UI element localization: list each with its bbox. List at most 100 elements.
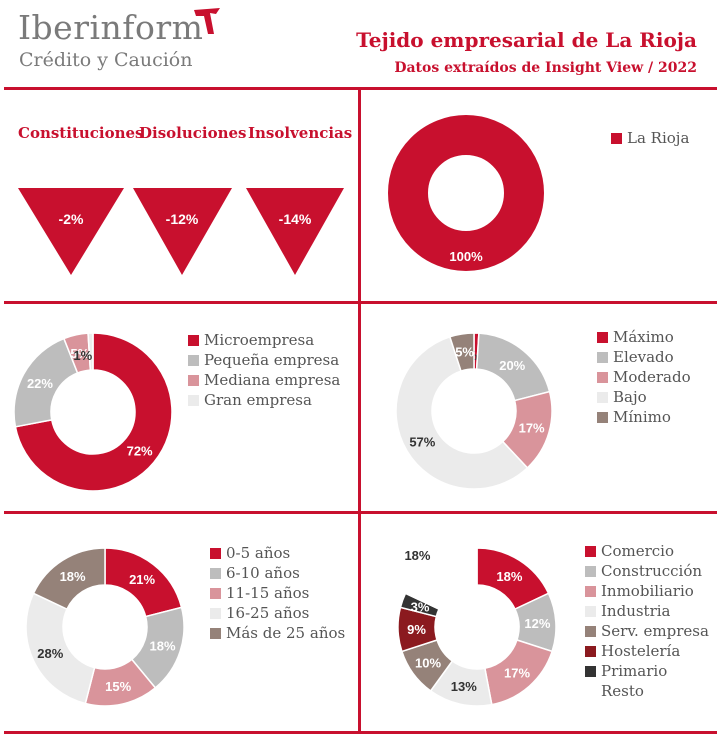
- kpi-value-constituciones: -2%: [59, 211, 84, 227]
- legend-swatch: [188, 334, 199, 346]
- slice-label-11-15-anos: 15%: [105, 679, 131, 694]
- legend-label: Inmobiliario: [601, 582, 694, 600]
- legend-swatch: [210, 627, 221, 639]
- legend-item-mediana-empresa: Mediana empresa: [188, 370, 340, 390]
- legend-swatch: [585, 565, 596, 577]
- grid-divider-vertical: [358, 90, 361, 731]
- legend-item-la-rioja: La Rioja: [611, 128, 689, 148]
- legend-swatch: [597, 411, 608, 423]
- legend-item-0-5-anos: 0-5 años: [210, 543, 345, 563]
- kpi-label-insolvencias: Insolvencias: [248, 124, 353, 142]
- legend-label: Industria: [601, 602, 671, 620]
- slice-gran-empresa: [87, 332, 94, 371]
- legend-item-comercio: Comercio: [585, 541, 709, 561]
- slice-label-serv-empresa: 10%: [415, 656, 441, 671]
- legend-swatch: [210, 567, 221, 579]
- sector-legend: Comercio Construcción Inmobiliario Industri…: [585, 541, 709, 701]
- legend-swatch: [597, 351, 608, 363]
- slice-label-gran-empresa: 1%: [73, 348, 92, 363]
- grid-divider-top: [4, 87, 717, 90]
- legend-swatch: [210, 587, 221, 599]
- slice-16-25-anos: [25, 592, 96, 705]
- legend-label: 16-25 años: [226, 604, 310, 622]
- legend-label: 0-5 años: [226, 544, 291, 562]
- company-size-legend: Microempresa Pequeña empresa Mediana empre…: [188, 330, 340, 410]
- legend-label: Resto: [601, 682, 644, 700]
- kpi-label-constituciones: Constituciones: [18, 124, 144, 142]
- legend-label: La Rioja: [627, 129, 690, 147]
- slice-label-elevado: 20%: [499, 358, 525, 373]
- slice-label-la-rioja: 100%: [449, 249, 483, 264]
- legend-swatch: [188, 394, 199, 406]
- legend-swatch: [585, 625, 596, 637]
- kpi-triangles: -2% -12% -14%: [18, 188, 344, 275]
- legend-label: Hostelería: [601, 642, 681, 660]
- slice-mas-de-25-anos: [32, 547, 106, 611]
- legend-item-inmobiliario: Inmobiliario: [585, 581, 709, 601]
- slice-label-resto: 18%: [404, 548, 430, 563]
- slice-label-mas-de-25-anos: 18%: [60, 569, 86, 584]
- logo-tagline: Crédito y Caución: [19, 49, 193, 71]
- legend-swatch: [585, 685, 596, 697]
- kpi-value-disoluciones: -12%: [166, 211, 199, 227]
- legend-label: 6-10 años: [226, 564, 300, 582]
- company-age-legend: 0-5 años 6-10 años 11-15 años 16-25 años Más…: [210, 543, 345, 643]
- legend-item-bajo: Bajo: [597, 387, 691, 407]
- legend-item-hosteleria: Hostelería: [585, 641, 709, 661]
- legend-swatch: [188, 374, 199, 386]
- legend-swatch: [611, 132, 622, 144]
- legend-item-11-15-anos: 11-15 años: [210, 583, 345, 603]
- legend-label: Máximo: [613, 328, 674, 346]
- slice-label-comercio: 18%: [496, 569, 522, 584]
- slice-resto: [404, 547, 478, 611]
- legend-swatch: [210, 607, 221, 619]
- slice-label-pequena-empresa: 22%: [27, 376, 53, 391]
- grid-divider-bottom: [4, 731, 717, 734]
- slice-label-0-5-anos: 21%: [129, 572, 155, 587]
- slice-label-hosteleria: 9%: [407, 622, 426, 637]
- legend-item-maximo: Máximo: [597, 327, 691, 347]
- legend-swatch: [188, 354, 199, 366]
- legend-swatch: [597, 391, 608, 403]
- slice-label-mediana-empresa: 5%: [70, 346, 89, 361]
- legend-label: Construcción: [601, 562, 703, 580]
- legend-item-minimo: Mínimo: [597, 407, 691, 427]
- kpi-triangle-constituciones: -2%: [18, 188, 124, 275]
- slice-la-rioja: [388, 115, 544, 271]
- legend-label: Mediana empresa: [204, 371, 341, 389]
- legend-label: Mínimo: [613, 408, 671, 426]
- kpi-value-insolvencias: -14%: [279, 211, 312, 227]
- legend-swatch: [585, 545, 596, 557]
- legend-swatch: [585, 665, 596, 677]
- logo-arrow-icon: [194, 8, 220, 34]
- legend-swatch: [585, 585, 596, 597]
- kpi-label-disoluciones: Disoluciones: [139, 124, 247, 142]
- legend-swatch: [597, 371, 608, 383]
- legend-item-6-10-anos: 6-10 años: [210, 563, 345, 583]
- risk-legend: Máximo Elevado Moderado Bajo Mínimo: [597, 327, 691, 427]
- legend-label: 11-15 años: [226, 584, 310, 602]
- legend-label: Elevado: [613, 348, 674, 366]
- slice-microempresa: [14, 332, 173, 492]
- legend-item-primario: Primario: [585, 661, 709, 681]
- legend-label: Primario: [601, 662, 668, 680]
- region-legend: La Rioja: [611, 128, 689, 148]
- legend-swatch: [585, 645, 596, 657]
- slice-label-inmobiliario: 17%: [504, 665, 530, 680]
- slice-label-16-25-anos: 28%: [37, 646, 63, 661]
- legend-label: Pequeña empresa: [204, 351, 340, 369]
- legend-item-moderado: Moderado: [597, 367, 691, 387]
- legend-item-microempresa: Microempresa: [188, 330, 340, 350]
- legend-item-mas-de-25-anos: Más de 25 años: [210, 623, 345, 643]
- legend-label: Bajo: [613, 388, 647, 406]
- legend-label: Gran empresa: [204, 391, 312, 409]
- legend-item-serv-empresa: Serv. empresa: [585, 621, 709, 641]
- legend-label: Serv. empresa: [601, 622, 709, 640]
- page-subtitle: Datos extraídos de Insight View / 2022: [394, 60, 697, 76]
- slice-bajo: [395, 335, 529, 490]
